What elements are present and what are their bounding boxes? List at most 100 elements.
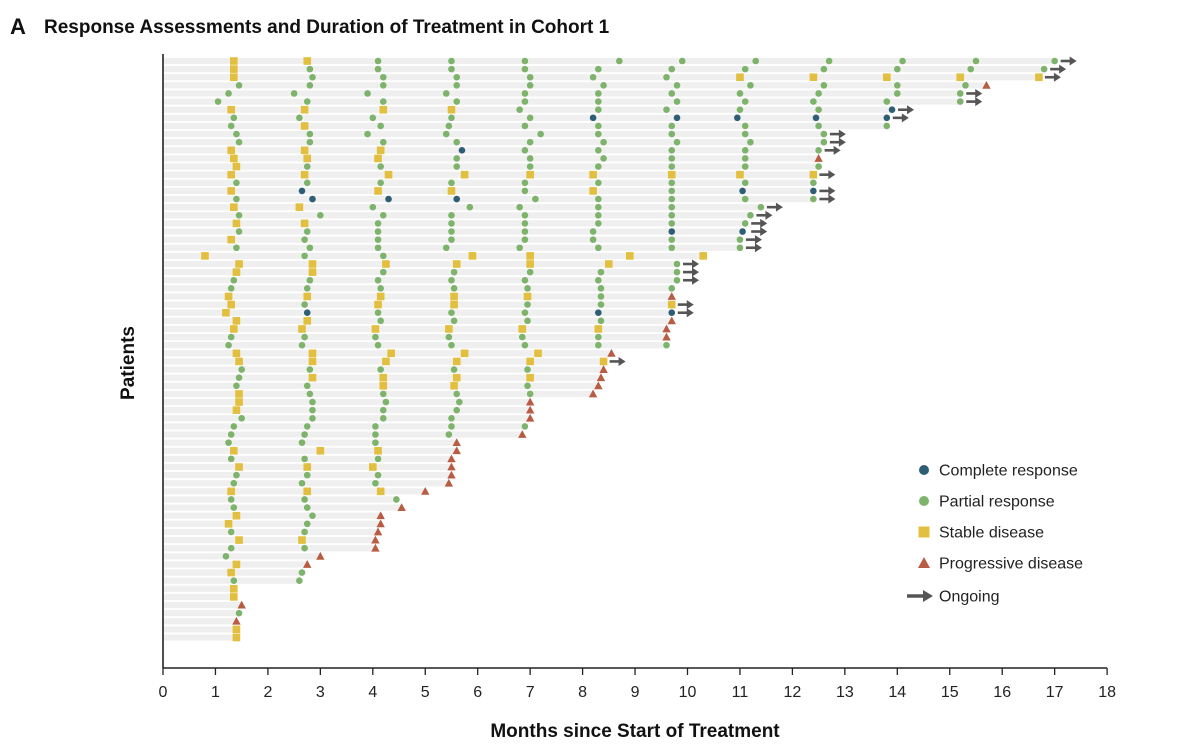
- partial-response-marker: [1051, 57, 1058, 65]
- partial-response-marker: [673, 268, 681, 276]
- progressive-disease-marker: [452, 438, 461, 447]
- partial-response-marker: [668, 187, 676, 195]
- partial-response-marker: [668, 122, 676, 130]
- patient-bar: [163, 106, 893, 113]
- patient-bar: [163, 114, 887, 121]
- partial-response-marker: [393, 496, 400, 503]
- patient-bar: [163, 82, 987, 89]
- progressive-disease-marker: [525, 413, 535, 422]
- stable-disease-marker: [382, 260, 390, 268]
- partial-response-marker: [377, 163, 384, 170]
- legend-item-progressive: Progressive disease: [918, 556, 1083, 573]
- stable-disease-marker: [303, 487, 312, 496]
- partial-response-marker: [597, 293, 605, 300]
- progressive-disease-marker: [397, 503, 406, 511]
- partial-response-marker: [374, 244, 382, 252]
- partial-response-marker: [595, 341, 602, 349]
- partial-response-marker: [595, 98, 602, 105]
- stable-disease-marker: [230, 65, 238, 73]
- partial-response-marker: [309, 73, 316, 81]
- partial-response-marker: [303, 163, 311, 170]
- partial-response-marker: [663, 73, 670, 81]
- partial-response-marker: [233, 471, 240, 479]
- stable-disease-marker: [369, 463, 377, 471]
- partial-response-marker: [668, 163, 676, 170]
- partial-response-marker: [301, 496, 308, 503]
- ongoing-arrow: [751, 218, 768, 228]
- partial-response-marker: [597, 317, 605, 325]
- partial-response-marker: [741, 122, 749, 130]
- x-tick-label: 18: [1098, 684, 1116, 701]
- partial-response-marker: [306, 366, 314, 373]
- partial-response-marker: [668, 236, 676, 243]
- complete-response-marker: [589, 114, 597, 122]
- partial-response-marker: [301, 431, 308, 438]
- partial-response-marker: [301, 236, 308, 243]
- partial-response-marker: [521, 187, 529, 195]
- partial-response-marker: [597, 301, 605, 308]
- partial-response-marker: [453, 390, 461, 398]
- partial-response-marker: [227, 496, 235, 503]
- patient-bar: [163, 57, 1055, 65]
- patient-bars: [163, 57, 1055, 641]
- partial-response-marker: [752, 57, 759, 65]
- partial-response-marker: [301, 528, 308, 536]
- partial-response-marker: [526, 138, 534, 146]
- patient-bar: [163, 407, 531, 414]
- partial-response-marker: [589, 73, 597, 81]
- x-tick-label: 9: [631, 684, 640, 701]
- stable-disease-marker: [230, 446, 238, 455]
- stable-disease-marker: [224, 520, 233, 528]
- stable-disease-marker: [232, 219, 241, 228]
- partial-response-marker: [379, 73, 387, 81]
- stable-disease-marker: [201, 252, 209, 260]
- partial-response-marker: [668, 220, 676, 227]
- partial-response-marker: [379, 390, 387, 398]
- partial-response-marker: [595, 333, 602, 341]
- partial-response-marker: [306, 82, 314, 89]
- partial-response-marker: [668, 155, 676, 162]
- partial-response-marker: [736, 236, 744, 243]
- stable-disease-marker: [445, 325, 453, 333]
- stable-disease-marker: [526, 260, 534, 268]
- partial-response-marker: [600, 82, 607, 89]
- y-axis-label: Patients: [118, 326, 139, 400]
- patient-bar: [163, 350, 609, 357]
- partial-response-marker: [448, 65, 455, 73]
- partial-response-marker: [298, 341, 306, 349]
- partial-response-marker: [815, 163, 822, 170]
- partial-response-marker: [448, 114, 455, 122]
- partial-response-marker: [526, 82, 534, 89]
- partial-response-marker: [303, 423, 311, 430]
- partial-response-marker: [810, 179, 817, 187]
- stable-disease-marker: [526, 373, 534, 382]
- stable-disease-marker: [300, 105, 309, 114]
- partial-response-marker: [595, 122, 602, 130]
- partial-response-marker: [595, 65, 602, 73]
- x-tick-label: 3: [316, 684, 325, 701]
- partial-response-marker: [466, 203, 474, 211]
- partial-response-marker: [306, 138, 314, 146]
- patient-bar: [163, 163, 819, 170]
- partial-response-marker: [379, 268, 387, 276]
- partial-response-marker: [521, 211, 529, 219]
- stable-disease-marker: [883, 73, 891, 82]
- legend-item-complete: Complete response: [919, 463, 1078, 480]
- patient-bar: [163, 309, 672, 316]
- x-tick-label: 11: [732, 684, 749, 701]
- stable-disease-marker: [371, 325, 380, 333]
- partial-response-marker: [668, 203, 676, 211]
- stable-disease-marker: [308, 260, 317, 268]
- patient-bar: [163, 74, 1039, 81]
- ongoing-arrow: [756, 210, 773, 220]
- panel-letter: A: [10, 14, 26, 39]
- partial-response-marker: [595, 106, 602, 114]
- ongoing-arrow: [824, 145, 841, 155]
- partial-response-marker: [597, 285, 605, 292]
- partial-response-marker: [516, 106, 523, 114]
- ongoing-arrow: [745, 235, 762, 245]
- complete-response-marker: [668, 309, 676, 317]
- patient-bar: [163, 585, 237, 592]
- partial-response-marker: [736, 90, 744, 97]
- partial-response-marker: [227, 528, 235, 536]
